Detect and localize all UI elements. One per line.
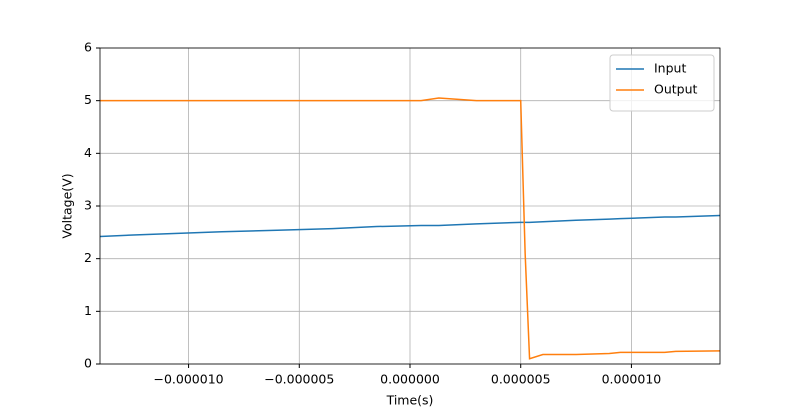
y-tick-label: 1 bbox=[84, 303, 92, 318]
x-tick-label: −0.000005 bbox=[264, 372, 334, 387]
x-tick-label: 0.000005 bbox=[491, 372, 551, 387]
series-line bbox=[99, 214, 721, 238]
x-axis-label: Time(s) bbox=[386, 393, 434, 408]
x-tick-label: −0.000010 bbox=[154, 372, 224, 387]
y-tick-label: 2 bbox=[84, 250, 92, 265]
plot-frame bbox=[99, 47, 721, 365]
x-tick-label: 0.000000 bbox=[380, 372, 440, 387]
y-tick-label: 6 bbox=[84, 40, 92, 55]
y-tick-label: 0 bbox=[84, 356, 92, 371]
series-line bbox=[100, 97, 721, 360]
y-tick-label: 3 bbox=[84, 198, 92, 213]
legend-label: Input bbox=[654, 61, 686, 76]
x-tick-label: 0.000010 bbox=[602, 372, 662, 387]
legend-label: Output bbox=[654, 82, 698, 97]
y-tick-label: 5 bbox=[84, 92, 92, 107]
y-axis-label: Voltage(V) bbox=[60, 173, 75, 238]
y-tick-label: 4 bbox=[84, 145, 92, 160]
